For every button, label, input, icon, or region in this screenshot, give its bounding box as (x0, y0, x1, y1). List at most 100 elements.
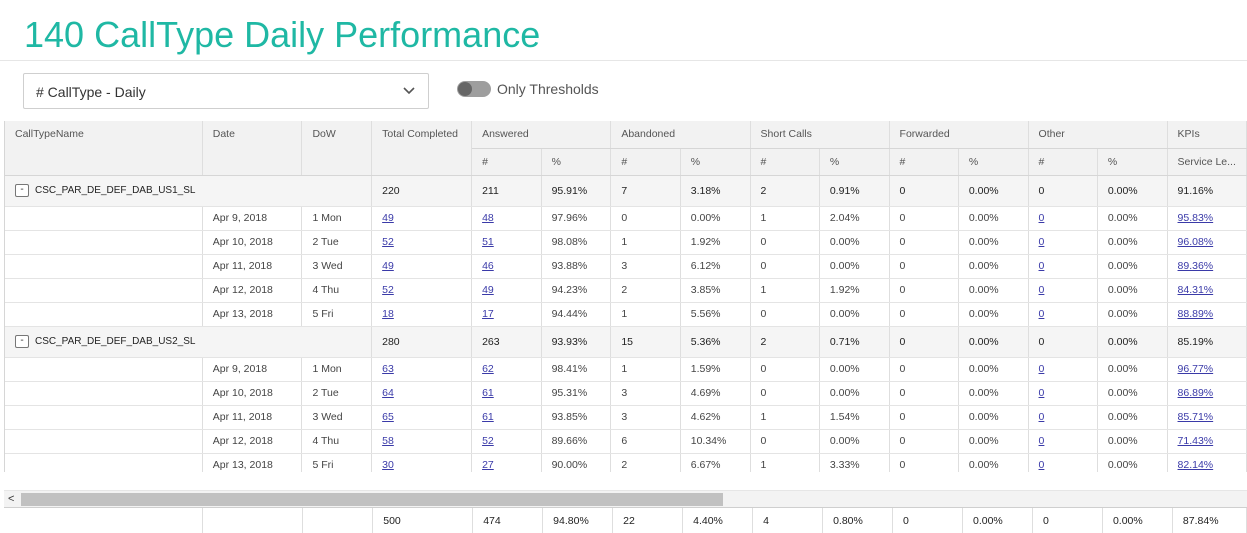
calltype-name-cell (5, 357, 203, 382)
col-header-short-calls-count[interactable]: # (750, 148, 820, 176)
service-level-link[interactable]: 71.43% (1177, 435, 1214, 447)
total-completed-cell: 64 (371, 381, 473, 406)
other-count-link[interactable]: 0 (1038, 387, 1045, 399)
service-level-link[interactable]: 95.83% (1177, 212, 1214, 224)
total-completed-link[interactable]: 52 (382, 284, 394, 296)
only-thresholds-toggle[interactable] (457, 81, 491, 97)
date-cell: Apr 9, 2018 (202, 357, 303, 382)
horizontal-scrollbar[interactable]: < (4, 490, 1247, 507)
other-count-link[interactable]: 0 (1038, 308, 1045, 320)
service-level-cell: 71.43% (1167, 429, 1247, 454)
col-header-forwarded-count[interactable]: # (889, 148, 959, 176)
total-completed-link[interactable]: 49 (382, 260, 394, 272)
col-header-forwarded-percent[interactable]: % (958, 148, 1029, 176)
other-count-link[interactable]: 0 (1038, 212, 1045, 224)
service-level-link[interactable]: 82.14% (1177, 459, 1214, 471)
performance-table: CallTypeName Date DoW Total Completed An… (5, 121, 1247, 478)
col-header-total-completed[interactable]: Total Completed (371, 121, 473, 176)
total-completed-link[interactable]: 52 (382, 236, 394, 248)
group-name: CSC_PAR_DE_DEF_DAB_US1_SL (35, 185, 196, 197)
answered-count-cell: 48 (471, 206, 542, 231)
summary-forwarded-percent: 0.00% (958, 326, 1029, 358)
answered-count-link[interactable]: 52 (482, 435, 494, 447)
forwarded-count-cell: 0 (889, 302, 959, 327)
answered-count-link[interactable]: 62 (482, 363, 494, 375)
other-percent-cell: 0.00% (1097, 206, 1168, 231)
group-name-cell: - CSC_PAR_DE_DEF_DAB_US1_SL (5, 175, 373, 207)
col-group-other: Other (1028, 121, 1168, 149)
date-cell: Apr 10, 2018 (202, 230, 303, 255)
total-completed-link[interactable]: 30 (382, 459, 394, 471)
other-count-link[interactable]: 0 (1038, 459, 1045, 471)
col-header-calltype-name[interactable]: CallTypeName (5, 121, 203, 176)
col-header-short-calls-percent[interactable]: % (819, 148, 890, 176)
col-header-service-level[interactable]: Service Le... (1167, 148, 1247, 176)
answered-count-link[interactable]: 27 (482, 459, 494, 471)
col-header-answered-percent[interactable]: % (541, 148, 612, 176)
abandoned-count-cell: 1 (610, 302, 681, 327)
summary-short-calls-percent: 0.91% (819, 175, 890, 207)
dow-cell: 2 Tue (301, 230, 373, 255)
col-group-short-calls: Short Calls (750, 121, 890, 149)
service-level-link[interactable]: 85.71% (1177, 411, 1214, 423)
col-header-answered-count[interactable]: # (471, 148, 542, 176)
total-completed-link[interactable]: 64 (382, 387, 394, 399)
col-header-abandoned-count[interactable]: # (610, 148, 681, 176)
total-service-level: 87.84% (1172, 508, 1247, 533)
other-count-link[interactable]: 0 (1038, 363, 1045, 375)
total-completed-link[interactable]: 58 (382, 435, 394, 447)
answered-count-link[interactable]: 61 (482, 411, 494, 423)
summary-abandoned-percent: 5.36% (680, 326, 751, 358)
abandoned-count-cell: 1 (610, 230, 681, 255)
answered-percent-cell: 95.31% (541, 381, 612, 406)
abandoned-count-cell: 6 (610, 429, 681, 454)
other-count-link[interactable]: 0 (1038, 236, 1045, 248)
performance-grid: CallTypeName Date DoW Total Completed An… (4, 121, 1247, 533)
dow-cell: 3 Wed (301, 405, 373, 430)
col-header-dow[interactable]: DoW (301, 121, 373, 176)
col-header-date[interactable]: Date (202, 121, 303, 176)
summary-service-level: 91.16% (1167, 175, 1247, 207)
total-completed-link[interactable]: 65 (382, 411, 394, 423)
other-count-link[interactable]: 0 (1038, 260, 1045, 272)
answered-count-cell: 51 (471, 230, 542, 255)
report-type-dropdown[interactable]: # CallType - Daily (23, 73, 429, 109)
summary-total-completed: 280 (371, 326, 473, 358)
col-header-other-percent[interactable]: % (1097, 148, 1168, 176)
collapse-group-button[interactable]: - (15, 335, 29, 348)
scrollbar-thumb[interactable] (21, 493, 723, 506)
answered-count-link[interactable]: 17 (482, 308, 494, 320)
total-completed-link[interactable]: 49 (382, 212, 394, 224)
service-level-link[interactable]: 86.89% (1177, 387, 1214, 399)
other-count-link[interactable]: 0 (1038, 411, 1045, 423)
service-level-link[interactable]: 96.77% (1177, 363, 1214, 375)
page-title: 140 CallType Daily Performance (24, 14, 541, 55)
scroll-left-arrow[interactable]: < (8, 493, 15, 505)
calltype-name-cell (5, 230, 203, 255)
answered-count-link[interactable]: 48 (482, 212, 494, 224)
summary-answered-percent: 93.93% (541, 326, 612, 358)
total-completed-link[interactable]: 18 (382, 308, 394, 320)
answered-count-link[interactable]: 61 (482, 387, 494, 399)
other-count-link[interactable]: 0 (1038, 284, 1045, 296)
date-cell: Apr 13, 2018 (202, 302, 303, 327)
service-level-link[interactable]: 88.89% (1177, 308, 1214, 320)
forwarded-percent-cell: 0.00% (958, 254, 1029, 279)
table-row: Apr 10, 2018 2 Tue 64 61 95.31% 3 4.69% 0 0.00% 0… (5, 381, 1247, 406)
service-level-link[interactable]: 96.08% (1177, 236, 1214, 248)
service-level-link[interactable]: 89.36% (1177, 260, 1214, 272)
total-completed-link[interactable]: 63 (382, 363, 394, 375)
service-level-link[interactable]: 84.31% (1177, 284, 1214, 296)
answered-count-link[interactable]: 49 (482, 284, 494, 296)
forwarded-count-cell: 0 (889, 278, 959, 303)
answered-count-link[interactable]: 46 (482, 260, 494, 272)
totals-footer: 500 474 94.80% 22 4.40% 4 0.80% 0 0.00% 0 0.00% 87.… (4, 507, 1247, 533)
col-header-abandoned-percent[interactable]: % (680, 148, 751, 176)
other-count-link[interactable]: 0 (1038, 435, 1045, 447)
answered-count-link[interactable]: 51 (482, 236, 494, 248)
collapse-group-button[interactable]: - (15, 184, 29, 197)
col-header-other-count[interactable]: # (1028, 148, 1098, 176)
service-level-cell: 85.71% (1167, 405, 1247, 430)
forwarded-percent-cell: 0.00% (958, 206, 1029, 231)
other-count-cell: 0 (1028, 429, 1098, 454)
